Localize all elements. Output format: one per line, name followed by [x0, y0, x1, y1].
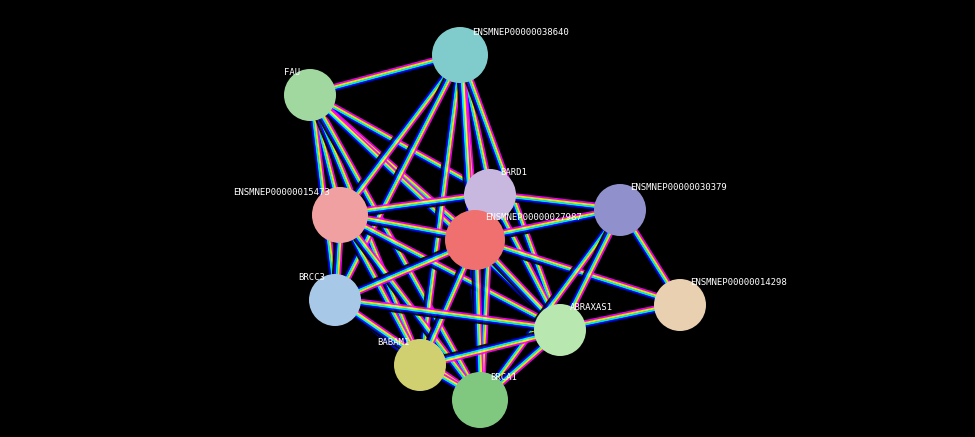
Text: ENSMNEP00000038640: ENSMNEP00000038640 — [472, 28, 568, 37]
Text: BRCC3: BRCC3 — [298, 273, 325, 282]
Circle shape — [394, 339, 446, 391]
Circle shape — [284, 69, 336, 121]
Text: BABAM1: BABAM1 — [377, 338, 410, 347]
Text: ENSMNEP00000014298: ENSMNEP00000014298 — [690, 278, 787, 287]
Circle shape — [452, 372, 508, 428]
Text: ENSMNEP00000027987: ENSMNEP00000027987 — [485, 213, 582, 222]
Text: ENSMNEP00000015473: ENSMNEP00000015473 — [233, 188, 330, 197]
Text: FAU: FAU — [284, 68, 300, 77]
Circle shape — [432, 27, 488, 83]
Circle shape — [312, 187, 368, 243]
Text: BRCA1: BRCA1 — [490, 373, 517, 382]
Text: ENSMNEP00000030379: ENSMNEP00000030379 — [630, 183, 726, 192]
Text: BARD1: BARD1 — [500, 168, 526, 177]
Text: ABRAXAS1: ABRAXAS1 — [570, 303, 613, 312]
Circle shape — [309, 274, 361, 326]
Circle shape — [654, 279, 706, 331]
Circle shape — [464, 169, 516, 221]
Circle shape — [534, 304, 586, 356]
Circle shape — [594, 184, 646, 236]
Circle shape — [445, 210, 505, 270]
